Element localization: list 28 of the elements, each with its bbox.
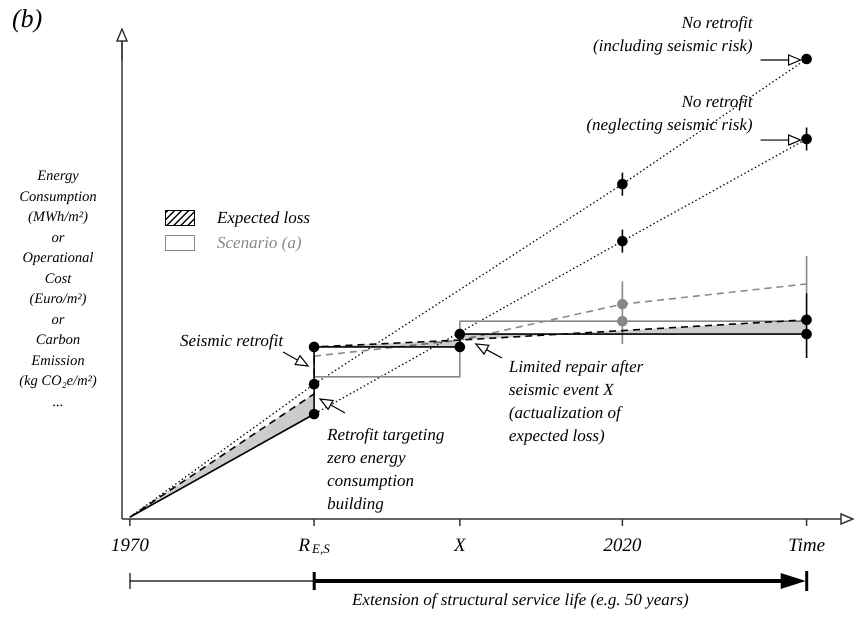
point — [308, 408, 320, 420]
point — [617, 298, 628, 310]
annotation: No retrofit (including seismic risk) — [592, 13, 754, 55]
annotation: No retrofit (neglecting seismic risk) — [586, 92, 754, 134]
x-tick-label: X — [453, 535, 468, 556]
x-tick-label: RE,S — [297, 535, 330, 556]
point — [454, 328, 466, 340]
point — [801, 134, 812, 144]
point — [454, 342, 466, 352]
annotation: Seismic retrofit — [180, 330, 284, 350]
point — [617, 178, 628, 190]
x-tick-label: 2020 — [603, 535, 642, 556]
x-tick-label: Time — [788, 535, 826, 556]
point — [308, 378, 320, 390]
annotation: Limited repair after seismic event X (actualization of expected loss) — [508, 356, 644, 445]
point — [801, 314, 812, 326]
point — [308, 342, 320, 352]
legend-label: Expected loss — [217, 208, 310, 228]
point — [801, 54, 812, 64]
chart-title: (b) — [12, 4, 42, 34]
text: Energy Consumption (MWh/m²) or Operational Cost (Euro/m²) or Carbon Emission (kg CO₂e/m²) ... — [19, 168, 97, 410]
point — [617, 236, 628, 246]
annotation: Retrofit targeting zero energy consumption building — [326, 425, 444, 514]
text: Extension of structural service life (e.g. 50 years) — [351, 590, 689, 609]
point — [801, 328, 812, 340]
point — [617, 316, 628, 326]
legend-label: Scenario (a) — [217, 232, 302, 252]
x-tick-label: 1970 — [110, 535, 150, 556]
